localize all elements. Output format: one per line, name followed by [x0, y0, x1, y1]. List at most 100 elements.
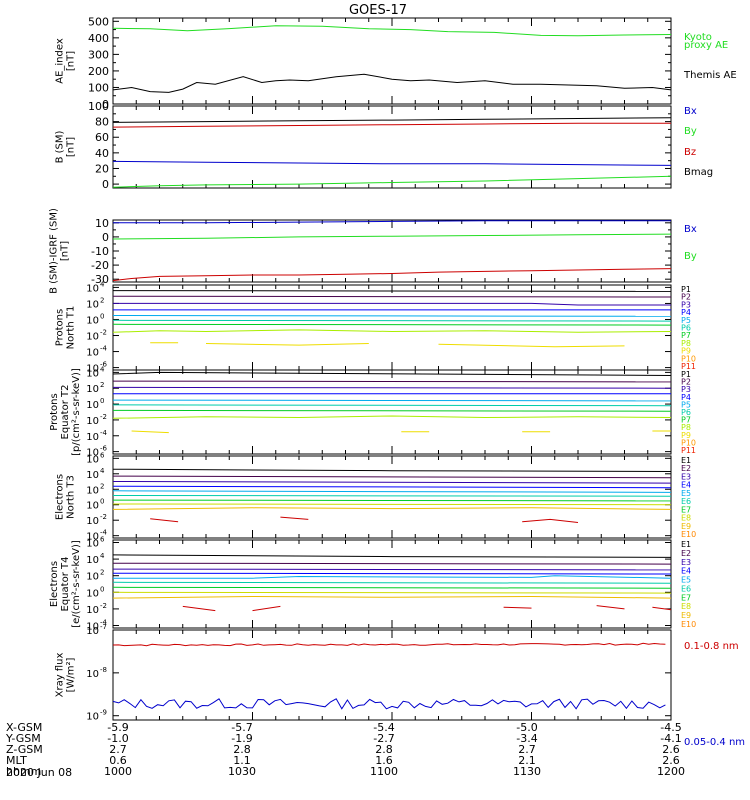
- footer-value: 1200: [657, 765, 685, 778]
- series-line: [112, 595, 672, 599]
- legend-label: P4: [681, 308, 691, 317]
- y-axis-label: [p/(cm²-s-sr-keV)]: [71, 368, 82, 456]
- y-tick-exponent: 2: [100, 381, 104, 389]
- legend-label: Bz: [684, 0, 696, 3]
- y-axis-label: Electrons: [49, 561, 60, 607]
- series-line: [112, 399, 672, 402]
- y-tick-label: 0: [102, 231, 109, 244]
- y-tick-exponent: 0: [100, 498, 104, 506]
- legend-label: P9: [681, 431, 691, 440]
- y-tick-label: -10: [91, 245, 109, 258]
- footer-row-label: MLT: [6, 754, 27, 767]
- legend-label: P9: [681, 347, 691, 356]
- y-tick-label: 10: [86, 538, 99, 549]
- series-line: [150, 518, 179, 523]
- y-tick-exponent: -9: [100, 709, 107, 717]
- series-line: [112, 485, 672, 489]
- y-tick-exponent: 4: [100, 280, 105, 288]
- y-tick-label: 10: [86, 588, 99, 599]
- y-tick-exponent: 2: [100, 482, 104, 490]
- y-tick-label: 10: [86, 712, 99, 723]
- y-axis-label: [nT]: [60, 241, 71, 261]
- plot-title: GOES-17: [349, 3, 407, 18]
- y-tick-label: 100: [88, 81, 109, 94]
- y-tick-label: 10: [86, 470, 99, 481]
- y-tick-label: 10: [95, 217, 109, 230]
- legend-label: Bz: [684, 147, 696, 158]
- legend-label: P10: [681, 354, 696, 363]
- legend-label: P3: [681, 385, 691, 394]
- orbit-footer: X-GSM -5.9 -5.7 -5.4 -5.0 -4.5 Y-GSM -1.0 -1.9 -2…: [5, 721, 685, 779]
- footer-value: -3.4: [516, 732, 537, 745]
- series-line: [112, 371, 672, 376]
- y-tick-label: -20: [91, 259, 109, 272]
- series-line: [112, 404, 672, 407]
- series-line: [112, 295, 672, 298]
- y-tick-label: 10: [86, 448, 99, 459]
- legend-label: P11: [681, 446, 696, 455]
- y-tick-label: 10: [86, 416, 99, 427]
- y-tick-label: 10: [86, 516, 99, 527]
- legend-label: Bmag: [684, 167, 713, 178]
- footer-value: -5.7: [231, 721, 252, 734]
- y-tick-exponent: -2: [100, 602, 107, 610]
- legend-label: P5: [681, 400, 691, 409]
- footer-value: 0.6: [109, 754, 127, 767]
- legend-label: E7: [681, 505, 691, 514]
- legend-label: By: [684, 251, 697, 262]
- y-tick-label: 10: [86, 555, 99, 566]
- legend-label: E2: [681, 464, 691, 473]
- series-line: [112, 495, 672, 497]
- series-line: [112, 117, 672, 123]
- y-axis-label: [W/m²]: [66, 657, 77, 692]
- series-line: [112, 409, 672, 412]
- y-tick-exponent: -4: [100, 429, 108, 437]
- legend-label: P2: [681, 293, 691, 302]
- y-tick-label: 0: [102, 178, 109, 191]
- legend-label: 0.1-0.8 nm: [684, 641, 739, 652]
- footer-value: -5.4: [373, 721, 394, 734]
- legend-label: P8: [681, 423, 691, 432]
- panel-frame: [112, 455, 672, 539]
- y-axis-label: [e/(cm²-s-sr-keV)]: [71, 540, 82, 628]
- legend-label: P6: [681, 408, 691, 417]
- series-line: [112, 319, 672, 322]
- y-tick-exponent: -6: [100, 445, 108, 453]
- legend-label: E8: [681, 514, 691, 523]
- y-tick-label: 80: [95, 116, 109, 129]
- y-tick-label: 10: [86, 368, 99, 379]
- y-tick-label: 10: [86, 332, 99, 343]
- series-line: [438, 343, 625, 348]
- legend-label: P1: [681, 285, 691, 294]
- legend-label: P3: [681, 300, 691, 309]
- y-tick-exponent: 6: [100, 451, 105, 459]
- y-axis-label: [nT]: [66, 51, 77, 71]
- legend-label: E9: [681, 522, 691, 531]
- footer-value: 2.7: [518, 743, 536, 756]
- y-tick-label: 10: [86, 485, 99, 496]
- y-axis-label: North T1: [66, 306, 77, 350]
- legend-label: E3: [681, 472, 691, 481]
- series-line: [112, 562, 672, 565]
- y-tick-label: 200: [88, 65, 109, 78]
- y-tick-exponent: 6: [100, 535, 105, 543]
- y-tick-label: 10: [86, 501, 99, 512]
- series-line: [112, 160, 672, 166]
- series-line: [596, 605, 625, 610]
- legend-label: By: [684, 126, 697, 137]
- series-line: [252, 605, 281, 612]
- legend-label: P10: [681, 438, 696, 447]
- series-line: [112, 507, 672, 510]
- legend-label: E6: [681, 584, 691, 593]
- y-axis-label: B (SM): [55, 130, 66, 163]
- legend-label: P8: [681, 339, 691, 348]
- y-tick-label: 10: [86, 315, 99, 326]
- y-tick-exponent: -2: [100, 329, 107, 337]
- y-tick-exponent: -2: [100, 513, 107, 521]
- legend-label: E2: [681, 549, 691, 558]
- footer-row-label: Y-GSM: [5, 732, 41, 745]
- footer-row-label: Z-GSM: [6, 743, 43, 756]
- legend-label: Bx: [684, 106, 697, 117]
- series-line: [112, 323, 672, 326]
- footer-value: 2.8: [375, 743, 393, 756]
